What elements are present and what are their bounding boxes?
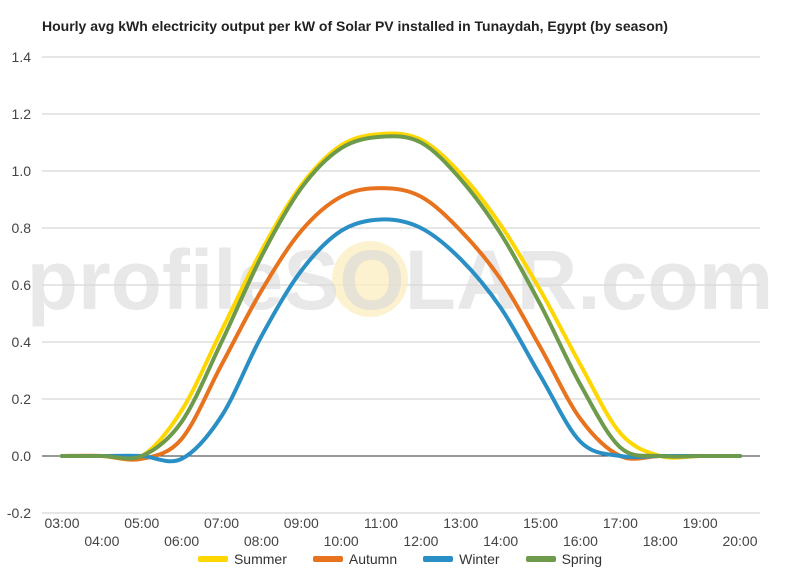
x-tick-label: 09:00 bbox=[284, 515, 319, 531]
x-tick-label: 12:00 bbox=[403, 533, 438, 549]
legend-item-autumn[interactable]: Autumn bbox=[312, 551, 398, 567]
series-line-spring bbox=[60, 134, 742, 461]
x-tick-label: 14:00 bbox=[483, 533, 518, 549]
x-tick-label: 03:00 bbox=[44, 515, 79, 531]
legend-label-spring: Spring bbox=[561, 551, 603, 567]
legend-label-summer: Summer bbox=[233, 551, 287, 567]
chart-title: Hourly avg kWh electricity output per kW… bbox=[42, 18, 668, 34]
x-tick-label: 18:00 bbox=[643, 533, 678, 549]
y-tick-label: 0.2 bbox=[12, 391, 32, 407]
legend: Summer Autumn Winter Spring bbox=[0, 549, 800, 569]
series-line-summer bbox=[60, 131, 742, 462]
y-tick-label: 1.4 bbox=[12, 49, 32, 65]
legend-swatch-spring bbox=[525, 556, 556, 562]
legend-label-autumn: Autumn bbox=[348, 551, 398, 567]
watermark: profileSOLAR.com bbox=[27, 233, 774, 327]
y-tick-label: 0.4 bbox=[12, 334, 32, 350]
x-tick-label: 13:00 bbox=[443, 515, 478, 531]
y-axis-tick-labels: -0.2 0.0 0.2 0.4 0.6 0.8 1.0 1.2 1.4 bbox=[7, 49, 31, 521]
x-tick-label: 15:00 bbox=[523, 515, 558, 531]
x-tick-label: 17:00 bbox=[603, 515, 638, 531]
legend-item-summer[interactable]: Summer bbox=[197, 551, 287, 567]
x-tick-label: 06:00 bbox=[164, 533, 199, 549]
legend-swatch-winter bbox=[423, 556, 454, 562]
x-tick-label: 04:00 bbox=[84, 533, 119, 549]
watermark-sun bbox=[332, 241, 408, 317]
y-tick-label: 0.6 bbox=[12, 277, 32, 293]
x-tick-label: 11:00 bbox=[364, 515, 398, 531]
watermark-text: profileSOLAR.com bbox=[27, 233, 774, 327]
legend-item-spring[interactable]: Spring bbox=[525, 551, 603, 567]
series-lines bbox=[60, 131, 742, 464]
legend-swatch-autumn bbox=[312, 556, 343, 562]
legend-item-winter[interactable]: Winter bbox=[423, 551, 500, 567]
y-tick-label: 1.0 bbox=[12, 163, 32, 179]
y-tick-label: -0.2 bbox=[7, 505, 31, 521]
y-tick-label: 1.2 bbox=[12, 106, 32, 122]
x-axis-tick-labels: 03:00 04:00 05:00 06:00 07:00 08:00 09:00 10:00… bbox=[44, 515, 757, 549]
x-tick-label: 20:00 bbox=[722, 533, 757, 549]
x-tick-label: 10:00 bbox=[324, 533, 359, 549]
x-tick-label: 19:00 bbox=[683, 515, 718, 531]
series-line-winter bbox=[60, 217, 742, 464]
y-tick-label: 0.8 bbox=[12, 220, 32, 236]
y-tick-label: 0.0 bbox=[12, 448, 32, 464]
legend-swatch-summer bbox=[197, 556, 228, 562]
x-tick-label: 08:00 bbox=[244, 533, 279, 549]
x-tick-label: 07:00 bbox=[204, 515, 239, 531]
x-tick-label: 16:00 bbox=[563, 533, 598, 549]
legend-label-winter: Winter bbox=[459, 551, 500, 567]
x-tick-label: 05:00 bbox=[124, 515, 159, 531]
